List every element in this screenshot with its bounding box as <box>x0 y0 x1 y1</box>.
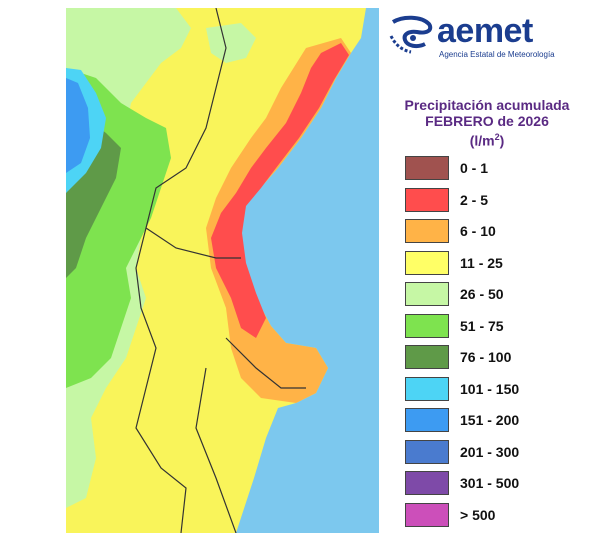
aemet-logo: aemet Agencia Estatal de Meteorología <box>387 12 557 64</box>
legend-label: 6 - 10 <box>460 223 496 239</box>
zone-lightgreen-2 <box>206 23 256 63</box>
legend-label: 301 - 500 <box>460 475 520 491</box>
legend-swatch <box>405 250 449 275</box>
legend-label: 101 - 150 <box>460 380 520 397</box>
legend-label: 76 - 100 <box>460 349 512 365</box>
logo-wordmark: aemet <box>437 12 533 50</box>
title-unit: (l/m2) <box>469 132 505 149</box>
legend-label: 26 - 50 <box>460 286 504 302</box>
legend-swatch <box>405 439 449 464</box>
map-title: Precipitación acumulada FEBRERO de 2026 … <box>380 97 594 149</box>
legend-label: 0 - 1 <box>460 160 489 176</box>
legend-label: 2 - 5 <box>460 191 489 208</box>
legend-swatch <box>405 313 449 338</box>
legend-swatch <box>405 502 449 527</box>
legend-swatch <box>405 156 449 180</box>
legend-label: 51 - 75 <box>460 317 504 334</box>
legend-swatch <box>405 187 449 212</box>
legend-swatch <box>405 408 449 432</box>
legend-label: > 500 <box>460 506 496 523</box>
zone-blue <box>66 78 90 173</box>
map-svg <box>66 8 379 533</box>
title-line-2: FEBRERO de 2026 <box>425 113 549 129</box>
precipitation-map <box>66 8 379 533</box>
logo-subtitle: Agencia Estatal de Meteorología <box>439 50 555 59</box>
legend-swatch <box>405 376 449 401</box>
title-line-1: Precipitación acumulada <box>404 97 570 113</box>
legend-swatch <box>405 219 449 243</box>
province-borders <box>135 8 306 533</box>
zone-red <box>211 43 349 338</box>
legend-label: 11 - 25 <box>460 254 503 271</box>
legend-swatch <box>405 345 449 369</box>
legend-swatch <box>405 471 449 495</box>
legend-swatch <box>405 282 449 306</box>
legend-label: 201 - 300 <box>460 443 520 460</box>
legend-label: 151 - 200 <box>460 412 520 428</box>
aemet-emblem-icon <box>389 15 433 54</box>
